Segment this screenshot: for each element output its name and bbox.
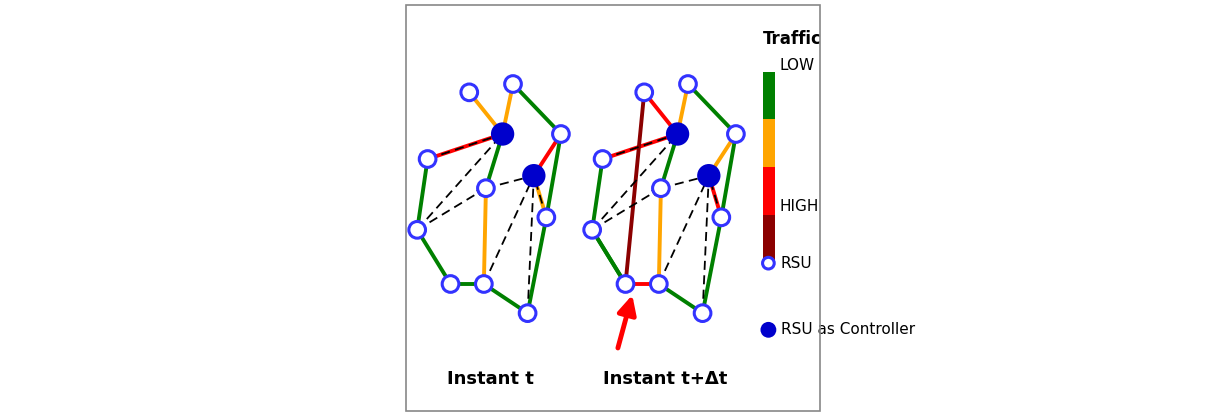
Text: LOW: LOW	[780, 58, 815, 73]
Circle shape	[595, 150, 611, 167]
Circle shape	[443, 275, 459, 292]
Circle shape	[408, 222, 425, 238]
Circle shape	[522, 164, 546, 187]
Circle shape	[419, 150, 436, 167]
Circle shape	[698, 164, 721, 187]
Text: RSU: RSU	[781, 256, 813, 271]
Circle shape	[666, 122, 689, 146]
Bar	[763, 167, 776, 215]
Text: Traffic: Traffic	[763, 30, 821, 48]
Circle shape	[760, 322, 776, 338]
Bar	[763, 71, 776, 120]
Circle shape	[538, 209, 554, 226]
Circle shape	[694, 305, 711, 321]
Circle shape	[584, 222, 601, 238]
Circle shape	[727, 126, 744, 143]
Circle shape	[476, 275, 492, 292]
Bar	[763, 120, 776, 167]
Bar	[763, 215, 776, 263]
Circle shape	[617, 275, 634, 292]
Circle shape	[461, 84, 478, 101]
Circle shape	[679, 76, 696, 92]
Circle shape	[714, 209, 729, 226]
Circle shape	[478, 180, 494, 196]
Circle shape	[636, 84, 652, 101]
Text: Instant t+Δt: Instant t+Δt	[603, 370, 727, 388]
Circle shape	[652, 180, 669, 196]
Circle shape	[651, 275, 667, 292]
Circle shape	[763, 257, 775, 269]
Circle shape	[553, 126, 569, 143]
Text: Instant t: Instant t	[446, 370, 533, 388]
Circle shape	[490, 122, 514, 146]
Circle shape	[505, 76, 521, 92]
Text: RSU as Controller: RSU as Controller	[781, 322, 915, 337]
Text: HIGH: HIGH	[780, 199, 819, 214]
Circle shape	[520, 305, 536, 321]
